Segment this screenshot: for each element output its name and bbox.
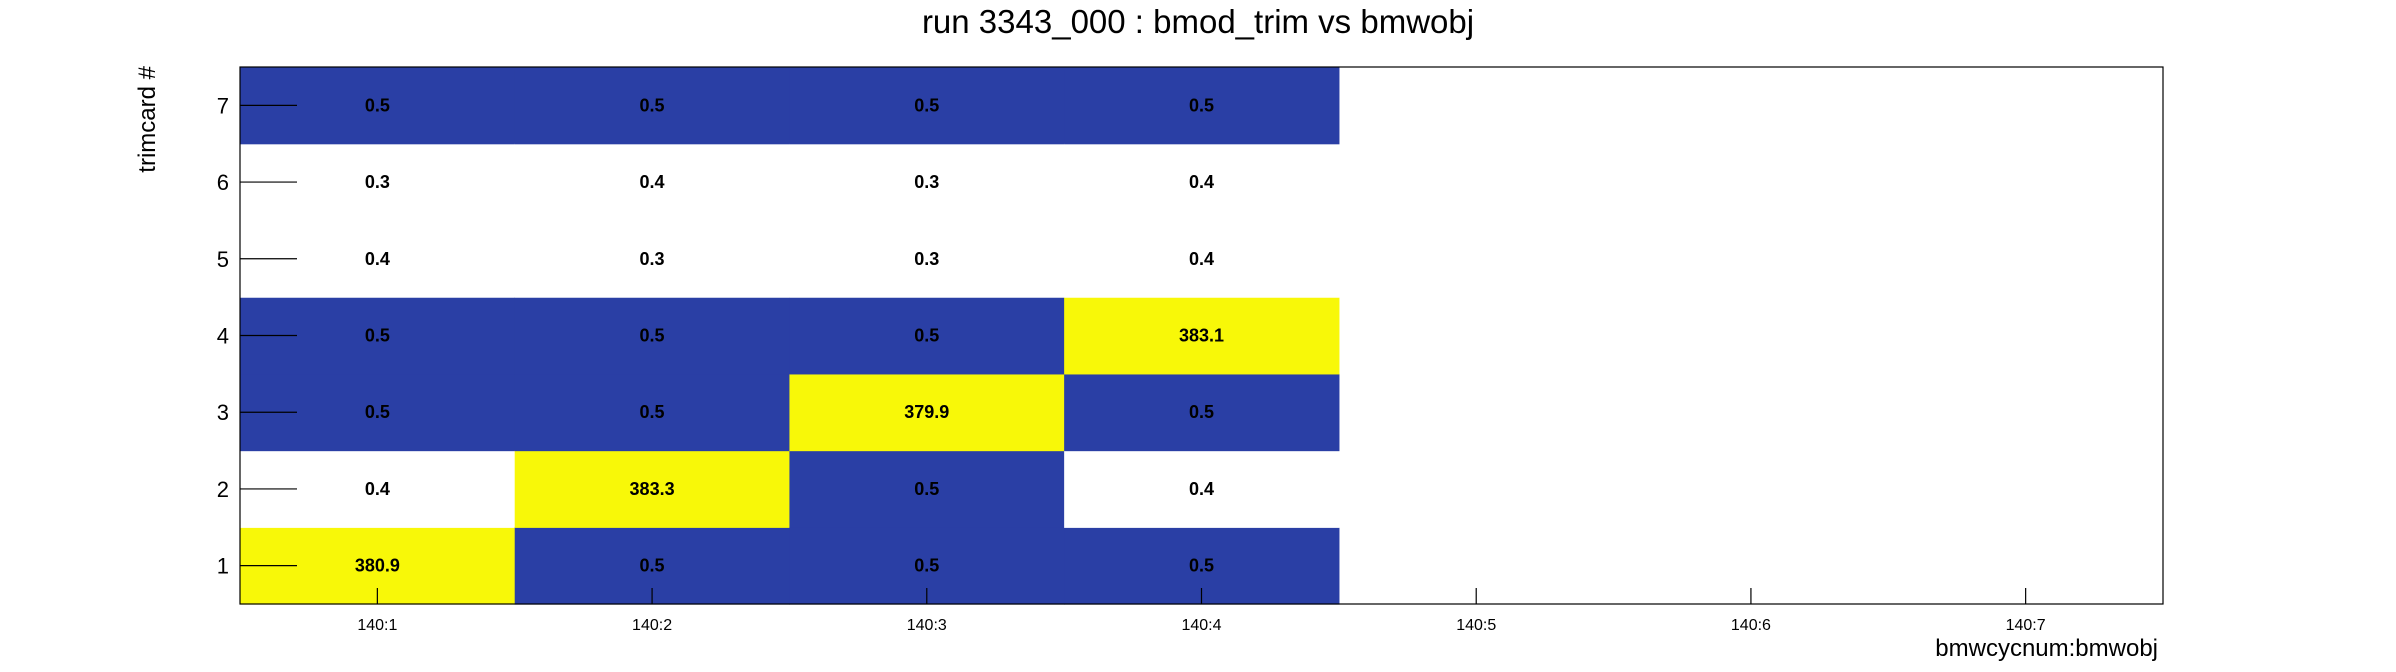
cell-value-label: 0.4 — [1189, 479, 1214, 499]
heatmap-cell — [1064, 67, 1340, 145]
x-tick-label: 140:4 — [1181, 617, 1221, 634]
cell-value-label: 0.5 — [914, 326, 939, 346]
x-tick-label: 140:6 — [1731, 617, 1771, 634]
y-tick-label: 2 — [217, 477, 229, 502]
cell-value-label: 0.5 — [1189, 95, 1214, 115]
heatmap-cell — [514, 297, 791, 375]
chart-title: run 3343_000 : bmod_trim vs bmwobj — [922, 3, 1474, 40]
cell-value-label: 0.3 — [914, 172, 939, 192]
cell-value-label: 0.5 — [914, 479, 939, 499]
cell-value-label: 0.5 — [1189, 556, 1214, 576]
cell-value-label: 0.3 — [640, 249, 665, 269]
cell-value-label: 0.5 — [1189, 402, 1214, 422]
x-tick-label: 140:7 — [2006, 617, 2046, 634]
cell-labels: 380.9 0.4 0.5 0.5 0.4 0.3 0.5 0.5 383.3 0.5 0.5 0.3… — [355, 95, 1224, 575]
y-axis-title: trimcard # — [134, 65, 161, 172]
cell-value-label: 0.5 — [914, 95, 939, 115]
heatmap-cells — [240, 67, 1340, 605]
cell-value-label: 0.4 — [1189, 249, 1214, 269]
y-tick-label: 6 — [217, 170, 229, 195]
y-tick-label: 5 — [217, 247, 229, 272]
cell-value-label: 0.5 — [640, 402, 665, 422]
cell-value-label: 0.3 — [365, 172, 390, 192]
heatmap-cell — [789, 373, 1065, 452]
heatmap-cell — [514, 450, 791, 528]
heatmap-cell — [1064, 297, 1340, 375]
y-tick-label: 4 — [217, 324, 229, 349]
cell-value-label: 0.3 — [914, 249, 939, 269]
cell-value-label: 379.9 — [904, 402, 949, 422]
cell-value-label: 0.4 — [640, 172, 665, 192]
x-tick-label: 140:1 — [357, 617, 397, 634]
cell-value-label: 0.5 — [640, 95, 665, 115]
cell-value-label: 0.5 — [914, 556, 939, 576]
y-tick-label: 7 — [217, 93, 229, 118]
heatmap-cell — [514, 220, 791, 298]
cell-value-label: 0.5 — [640, 326, 665, 346]
y-axis: 1 2 3 4 5 6 7 — [217, 93, 297, 579]
cell-value-label: 0.5 — [365, 402, 390, 422]
x-axis: 140:1 140:2 140:3 140:4 140:5 140:6 140:7 — [357, 588, 2046, 634]
cell-value-label: 0.5 — [365, 326, 390, 346]
y-tick-label: 3 — [217, 400, 229, 425]
heatmap-cell — [1064, 373, 1340, 452]
heatmap-cell — [1064, 450, 1340, 528]
heatmap-cell — [514, 143, 791, 222]
cell-value-label: 383.1 — [1179, 326, 1224, 346]
cell-value-label: 383.3 — [630, 479, 675, 499]
heatmap-cell — [789, 220, 1065, 298]
heatmap-cell — [789, 297, 1065, 375]
x-axis-title: bmwcycnum:bmwobj — [1935, 635, 2158, 662]
heatmap-cell — [1064, 143, 1340, 222]
x-tick-label: 140:2 — [632, 617, 672, 634]
cell-value-label: 0.5 — [640, 556, 665, 576]
heatmap-cell — [789, 67, 1065, 145]
heatmap-cell — [1064, 220, 1340, 298]
heatmap-cell — [789, 143, 1065, 222]
x-tick-label: 140:5 — [1456, 617, 1496, 634]
y-tick-label: 1 — [217, 554, 229, 579]
heatmap-cell — [514, 373, 791, 452]
cell-value-label: 380.9 — [355, 556, 400, 576]
cell-value-label: 0.4 — [1189, 172, 1214, 192]
cell-value-label: 0.4 — [365, 479, 390, 499]
x-tick-label: 140:3 — [907, 617, 947, 634]
cell-value-label: 0.4 — [365, 249, 390, 269]
cell-value-label: 0.5 — [365, 95, 390, 115]
heatmap-cell — [514, 67, 791, 145]
heatmap-cell — [789, 450, 1065, 528]
